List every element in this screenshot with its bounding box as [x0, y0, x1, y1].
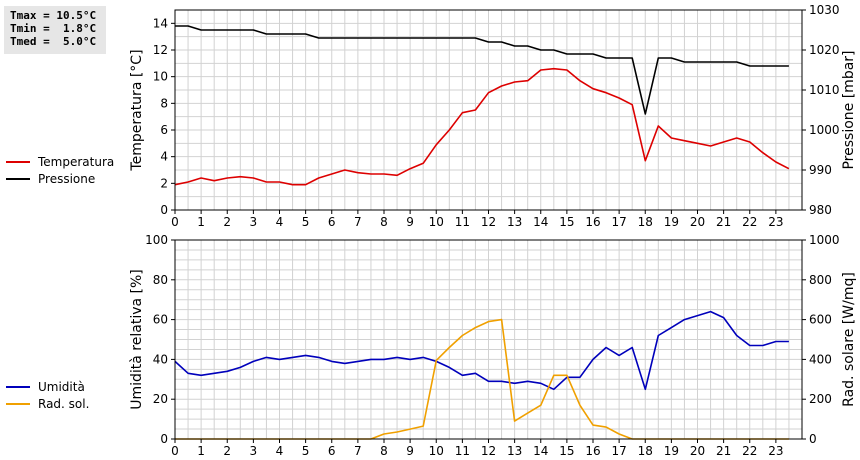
- panel0-xtick-label: 17: [611, 215, 626, 229]
- panel1-ytick-left-label: 20: [153, 392, 168, 406]
- panel1-xtick-label: 0: [171, 444, 179, 458]
- panel1-ytick-right-label: 600: [809, 313, 832, 327]
- panel0-xtick-label: 9: [406, 215, 414, 229]
- panel1-xtick-label: 23: [768, 444, 783, 458]
- panel0-ytick-left-label: 2: [160, 176, 168, 190]
- panel0-xtick-label: 5: [302, 215, 310, 229]
- panel0-ytick-right-label: 980: [809, 203, 832, 217]
- tmax-stat: Tmax = 10.5°C: [10, 9, 97, 22]
- panel0-ytick-right-label: 1020: [809, 43, 840, 57]
- panel1-ylabel-right: Rad. solare [W/mq]: [841, 272, 857, 407]
- panel0-legend-label-1: Pressione: [38, 172, 95, 186]
- panel0-ytick-right-label: 1030: [809, 3, 840, 17]
- panel1-xtick-label: 16: [585, 444, 600, 458]
- panel1-xtick-label: 22: [742, 444, 757, 458]
- panel0-xtick-label: 12: [481, 215, 496, 229]
- panel0-xtick-label: 0: [171, 215, 179, 229]
- panel1-legend-label-0: Umidità: [38, 380, 85, 394]
- panel1-legend-label-1: Rad. sol.: [38, 397, 89, 411]
- panel0-ytick-left-label: 4: [160, 150, 168, 164]
- panel0-xtick-label: 14: [533, 215, 548, 229]
- panel1-xtick-label: 20: [690, 444, 705, 458]
- panel0-xtick-label: 18: [638, 215, 653, 229]
- panel0-xtick-label: 16: [585, 215, 600, 229]
- panel0-ylabel-left: Temperatura [°C]: [129, 49, 145, 171]
- panel0-xtick-label: 11: [455, 215, 470, 229]
- panel1-xtick-label: 10: [429, 444, 444, 458]
- tmed-stat: Tmed = 5.0°C: [10, 35, 97, 48]
- panel1-xtick-label: 18: [638, 444, 653, 458]
- panel0-xtick-label: 23: [768, 215, 783, 229]
- panel1-ytick-right-label: 0: [809, 432, 817, 446]
- panel1-xtick-label: 19: [664, 444, 679, 458]
- panel1-xtick-label: 12: [481, 444, 496, 458]
- panel1-xtick-label: 14: [533, 444, 548, 458]
- panel1-ytick-left-label: 0: [160, 432, 168, 446]
- panel0-ytick-right-label: 1000: [809, 123, 840, 137]
- panel0-ytick-left-label: 8: [160, 96, 168, 110]
- panel0-xtick-label: 13: [507, 215, 522, 229]
- panel1-xtick-label: 2: [223, 444, 231, 458]
- panel1-ytick-right-label: 200: [809, 392, 832, 406]
- panel0-ytick-left-label: 0: [160, 203, 168, 217]
- panel1-xtick-label: 15: [559, 444, 574, 458]
- panel0-ytick-right-label: 990: [809, 163, 832, 177]
- panel0-ytick-left-label: 12: [153, 43, 168, 57]
- panel0-xtick-label: 8: [380, 215, 388, 229]
- panel1-series-0: [174, 310, 789, 391]
- panel0-xtick-label: 22: [742, 215, 757, 229]
- panel0-xtick-label: 4: [276, 215, 284, 229]
- panel1-xtick-label: 3: [250, 444, 258, 458]
- panel0-xtick-label: 3: [250, 215, 258, 229]
- panel0-ytick-left-label: 6: [160, 123, 168, 137]
- panel1-ytick-right-label: 800: [809, 273, 832, 287]
- panel1-xtick-label: 21: [716, 444, 731, 458]
- panel0-ylabel-right: Pressione [mbar]: [841, 50, 857, 169]
- panel1-xtick-label: 11: [455, 444, 470, 458]
- panel0-ytick-left-label: 10: [153, 70, 168, 84]
- panel0-xtick-label: 21: [716, 215, 731, 229]
- panel1-xtick-label: 8: [380, 444, 388, 458]
- panel1-xtick-label: 9: [406, 444, 414, 458]
- panel0-legend-label-0: Temperatura: [37, 155, 114, 169]
- panel0-xtick-label: 15: [559, 215, 574, 229]
- panel1-ylabel-left: Umidità relativa [%]: [129, 269, 145, 410]
- panel0-xtick-label: 7: [354, 215, 362, 229]
- panel1-xtick-label: 7: [354, 444, 362, 458]
- panel1-ytick-right-label: 1000: [809, 233, 840, 247]
- panel0-xtick-label: 6: [328, 215, 336, 229]
- panel0-xtick-label: 20: [690, 215, 705, 229]
- panel1-xtick-label: 13: [507, 444, 522, 458]
- panel1-xtick-label: 6: [328, 444, 336, 458]
- panel0-series-0: [174, 67, 790, 186]
- panel0-ytick-left-label: 14: [153, 16, 168, 30]
- panel0-xtick-label: 1: [197, 215, 205, 229]
- panel0-series-1: [175, 25, 789, 115]
- panel1-ytick-right-label: 400: [809, 352, 832, 366]
- tmin-stat: Tmin = 1.8°C: [10, 22, 97, 35]
- panel1-ytick-left-label: 80: [153, 273, 168, 287]
- panel1-ytick-left-label: 40: [153, 352, 168, 366]
- panel1-xtick-label: 17: [611, 444, 626, 458]
- panel0-xtick-label: 2: [223, 215, 231, 229]
- panel0-xtick-label: 19: [664, 215, 679, 229]
- panel1-xtick-label: 1: [197, 444, 205, 458]
- panel1-ytick-left-label: 60: [153, 313, 168, 327]
- panel0-ytick-right-label: 1010: [809, 83, 840, 97]
- stats-box: Tmax = 10.5°C Tmin = 1.8°C Tmed = 5.0°C: [4, 6, 106, 54]
- panel1-ytick-left-label: 100: [145, 233, 168, 247]
- panel1-xtick-label: 5: [302, 444, 310, 458]
- panel1-xtick-label: 4: [276, 444, 284, 458]
- panel0-xtick-label: 10: [429, 215, 444, 229]
